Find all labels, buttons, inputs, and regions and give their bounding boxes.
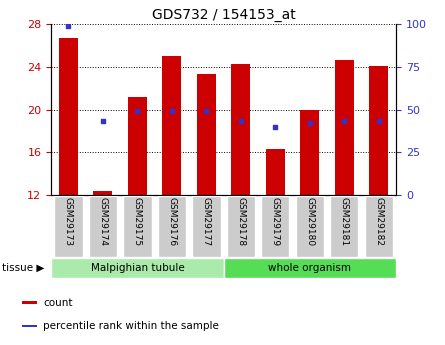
Bar — [59, 38, 78, 195]
Point — [306, 120, 313, 126]
Bar — [123, 196, 152, 257]
Bar — [197, 74, 216, 195]
Bar — [364, 196, 393, 257]
Bar — [128, 97, 147, 195]
Bar — [22, 302, 36, 304]
Text: Malpighian tubule: Malpighian tubule — [90, 263, 184, 273]
Bar — [231, 63, 251, 195]
Point — [237, 119, 244, 124]
Bar — [295, 196, 324, 257]
Bar — [266, 149, 285, 195]
Text: GSM29175: GSM29175 — [133, 197, 142, 247]
Point — [168, 108, 175, 114]
Text: percentile rank within the sample: percentile rank within the sample — [43, 321, 219, 331]
Text: GSM29180: GSM29180 — [305, 197, 314, 247]
Point — [375, 119, 382, 124]
Bar — [224, 258, 396, 278]
Text: GSM29176: GSM29176 — [167, 197, 176, 247]
Text: whole organism: whole organism — [268, 263, 352, 273]
Text: count: count — [43, 298, 73, 308]
Point — [272, 124, 279, 129]
Bar — [158, 196, 186, 257]
Bar — [369, 66, 388, 195]
Point — [99, 119, 106, 124]
Text: GSM29173: GSM29173 — [64, 197, 73, 247]
Bar — [192, 196, 221, 257]
Bar — [162, 56, 182, 195]
Bar — [227, 196, 255, 257]
Bar — [330, 196, 359, 257]
Point — [203, 108, 210, 114]
Point — [134, 108, 141, 114]
Text: GSM29178: GSM29178 — [236, 197, 245, 247]
Bar — [300, 110, 320, 195]
Bar — [261, 196, 290, 257]
Bar — [89, 196, 117, 257]
Bar — [54, 196, 83, 257]
Text: tissue ▶: tissue ▶ — [2, 263, 44, 273]
Text: GSM29177: GSM29177 — [202, 197, 211, 247]
Title: GDS732 / 154153_at: GDS732 / 154153_at — [152, 8, 295, 22]
Text: GSM29182: GSM29182 — [374, 197, 383, 246]
Bar — [335, 60, 354, 195]
Text: GSM29181: GSM29181 — [340, 197, 349, 247]
Bar — [93, 191, 113, 195]
Text: GSM29179: GSM29179 — [271, 197, 280, 247]
Bar — [51, 258, 224, 278]
Text: GSM29174: GSM29174 — [98, 197, 107, 246]
Point — [65, 23, 72, 29]
Bar — [22, 325, 36, 327]
Point — [341, 119, 348, 124]
